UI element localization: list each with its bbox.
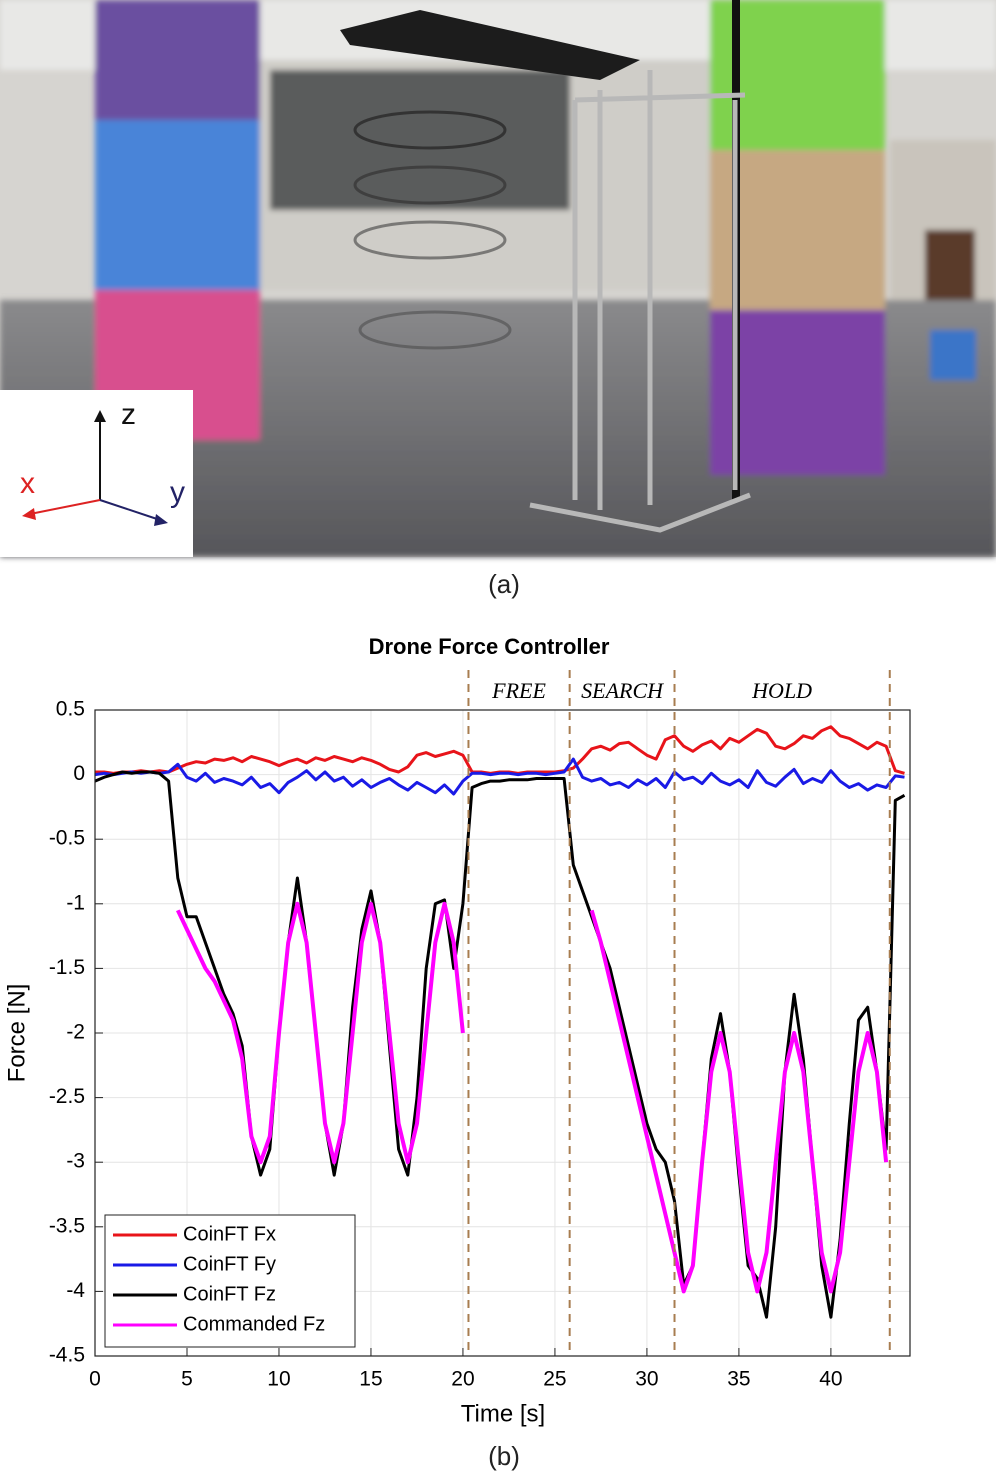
axis-label-z: z bbox=[121, 398, 136, 431]
series-line bbox=[175, 901, 889, 1294]
series-line bbox=[94, 757, 905, 796]
phase-label: FREE bbox=[491, 678, 546, 703]
x-tick-label: 30 bbox=[635, 1368, 658, 1391]
x-tick-label: 25 bbox=[543, 1368, 566, 1391]
y-axis-label: Force [N] bbox=[3, 984, 30, 1083]
y-tick-label: -3.5 bbox=[49, 1214, 85, 1237]
plot-frame bbox=[94, 709, 911, 1357]
x-tick-label: 20 bbox=[451, 1368, 474, 1391]
y-tick-label: -3 bbox=[66, 1150, 85, 1173]
x-tick-label: 5 bbox=[181, 1368, 193, 1391]
x-tick-label: 15 bbox=[359, 1368, 382, 1391]
photo: z x y bbox=[0, 0, 996, 557]
y-tick-label: 0.5 bbox=[56, 698, 85, 721]
axis-label-x: x bbox=[20, 467, 35, 500]
axis-label-y: y bbox=[170, 476, 185, 509]
y-tick-label: -1 bbox=[66, 891, 85, 914]
y-tick-label: 0 bbox=[73, 762, 85, 785]
x-tick-label: 0 bbox=[89, 1368, 101, 1391]
x-tick-label: 35 bbox=[727, 1368, 750, 1391]
phase-label: HOLD bbox=[751, 678, 812, 703]
y-tick-label: -0.5 bbox=[49, 827, 85, 850]
y-tick-label: -1.5 bbox=[49, 956, 85, 979]
x-axis-label: Time [s] bbox=[461, 1400, 545, 1427]
x-tick-label: 40 bbox=[819, 1368, 842, 1391]
chart-title: Drone Force Controller bbox=[369, 634, 610, 659]
y-tick-label: -2.5 bbox=[49, 1085, 85, 1108]
legend-label: CoinFT Fx bbox=[183, 1223, 276, 1245]
caption: (b) bbox=[488, 1441, 520, 1471]
legend-label: CoinFT Fy bbox=[183, 1253, 276, 1275]
phase-label: SEARCH bbox=[581, 678, 664, 703]
caption: (a) bbox=[488, 569, 520, 599]
x-tick-label: 10 bbox=[267, 1368, 290, 1391]
y-tick-label: -4 bbox=[66, 1279, 85, 1302]
legend-label: CoinFT Fz bbox=[183, 1283, 276, 1305]
series-line bbox=[94, 770, 906, 1319]
y-tick-label: -2 bbox=[66, 1021, 85, 1044]
legend-label: Commanded Fz bbox=[183, 1313, 325, 1335]
y-tick-label: -4.5 bbox=[49, 1344, 85, 1367]
